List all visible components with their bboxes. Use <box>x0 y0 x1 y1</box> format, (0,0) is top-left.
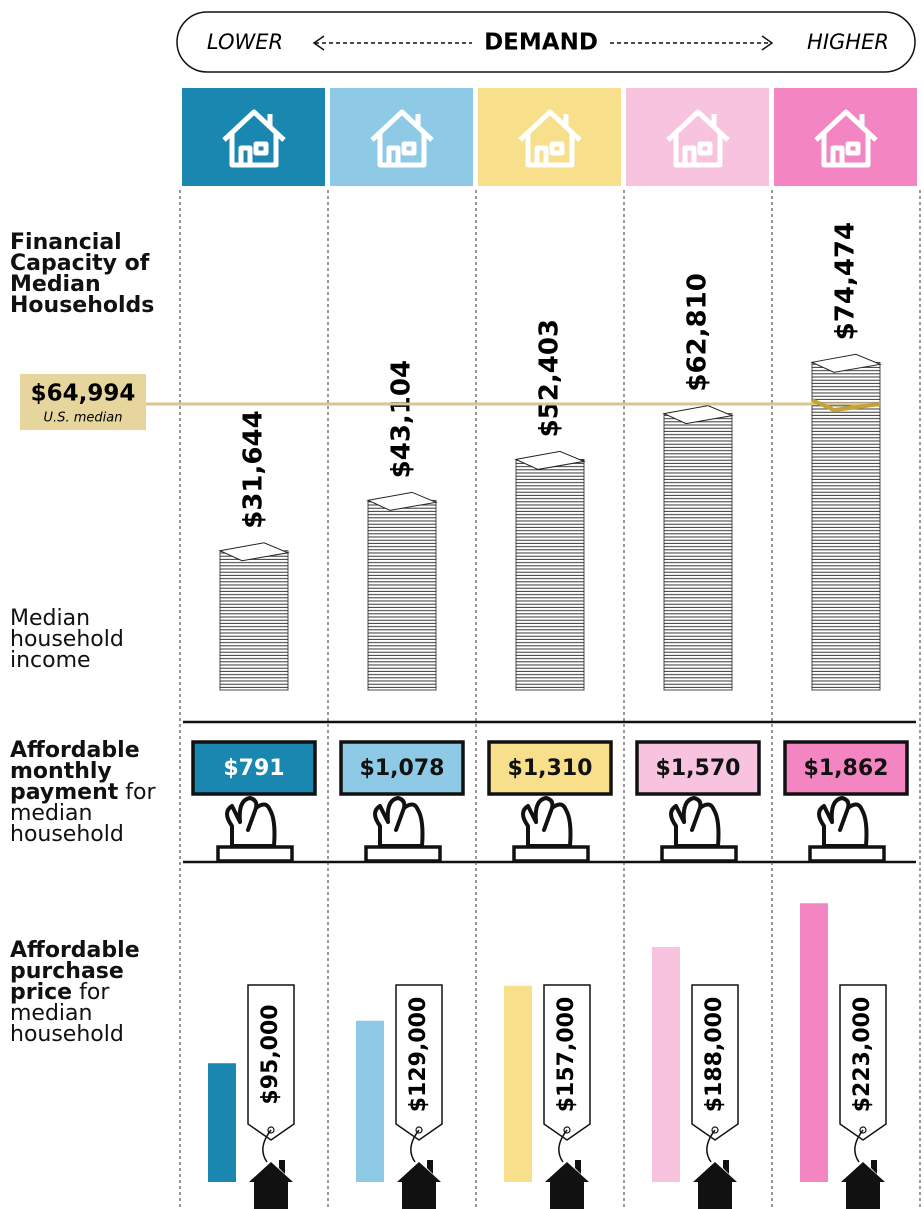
price-bar <box>208 1063 236 1182</box>
price-tag <box>543 984 591 1141</box>
price-tag <box>691 984 739 1141</box>
income-stack <box>515 459 585 691</box>
tag-string <box>410 1129 420 1163</box>
hand-cuff <box>660 845 738 863</box>
price-value-label: $188,000 <box>702 997 727 1113</box>
reference-crossing <box>811 398 881 413</box>
house-tile <box>478 88 621 186</box>
demand-title: DEMAND <box>484 30 598 56</box>
hand-cuff <box>512 845 590 863</box>
arrow-right-head <box>761 35 774 51</box>
payment-sign <box>783 740 909 796</box>
hand <box>521 796 573 848</box>
income-label: Median household income <box>10 606 124 673</box>
income-value-label: $31,644 <box>239 410 269 528</box>
hand <box>225 796 277 848</box>
payment-sign <box>487 740 613 796</box>
house-silhouette <box>249 1160 293 1209</box>
hand <box>817 796 869 848</box>
house-icon <box>518 109 582 168</box>
tag-string <box>558 1129 568 1163</box>
house-silhouette <box>693 1160 737 1209</box>
demand-pill <box>176 11 916 73</box>
house-silhouette <box>841 1160 885 1209</box>
payment-value-label: $1,570 <box>656 756 741 781</box>
payment-sign <box>339 740 465 796</box>
house-silhouette <box>545 1160 589 1209</box>
income-value-label: $52,403 <box>535 319 565 437</box>
payment-sign <box>635 740 761 796</box>
stack-top <box>366 491 438 511</box>
hand-cuff <box>216 845 294 863</box>
price-tag <box>247 984 295 1141</box>
price-bar <box>652 947 680 1182</box>
payment-value-label: $1,310 <box>508 756 593 781</box>
price-value-label: $95,000 <box>258 1004 283 1104</box>
income-value-label: $62,810 <box>683 273 713 391</box>
house-icon <box>222 109 286 168</box>
income-value-label: $74,474 <box>831 222 861 340</box>
hand-cuff <box>364 845 442 863</box>
reference-value-label: $64,994 <box>31 381 136 407</box>
stack-top <box>218 542 290 562</box>
income-title: Financial Capacity of Median Households <box>10 230 155 318</box>
demand-high: HIGHER <box>807 30 889 54</box>
income-stack <box>367 499 437 691</box>
stack-top <box>810 353 882 373</box>
tag-string <box>854 1129 864 1163</box>
house-icon <box>814 109 878 168</box>
hand-cuff <box>808 845 886 863</box>
income-stack <box>219 550 289 691</box>
price-bar <box>356 1020 384 1182</box>
stack-top <box>662 405 734 425</box>
price-title-rest: for median household <box>10 980 124 1047</box>
reference-box <box>20 374 146 431</box>
payment-value-label: $791 <box>223 756 284 781</box>
arrow-left-head <box>312 35 325 51</box>
payment-value-label: $1,078 <box>360 756 445 781</box>
house-tile <box>626 88 769 186</box>
payment-value-label: $1,862 <box>804 756 889 781</box>
house-tile <box>182 88 325 186</box>
hand <box>373 796 425 848</box>
income-stack <box>663 413 733 691</box>
tag-string <box>262 1129 272 1163</box>
payment-title: Affordable monthly payment for median ho… <box>10 738 170 847</box>
house-tile <box>774 88 917 186</box>
income-value-label: $43,104 <box>387 360 417 478</box>
price-value-label: $157,000 <box>554 997 579 1113</box>
price-value-label: $129,000 <box>406 997 431 1113</box>
price-tag <box>839 984 887 1141</box>
income-stack <box>811 361 881 691</box>
tag-string <box>706 1129 716 1163</box>
price-value-label: $223,000 <box>850 997 875 1113</box>
price-title: Affordable purchase price for median hou… <box>10 938 160 1047</box>
hand <box>669 796 721 848</box>
payment-title-rest: for median household <box>10 780 156 847</box>
payment-title-bold: Affordable monthly payment <box>10 738 140 805</box>
house-silhouette <box>397 1160 441 1209</box>
house-tile <box>330 88 473 186</box>
price-bar <box>800 903 828 1182</box>
house-icon <box>666 109 730 168</box>
price-title-bold: Affordable purchase price <box>10 938 140 1005</box>
stack-top <box>514 450 586 470</box>
demand-low: LOWER <box>207 30 283 54</box>
payment-sign <box>191 740 317 796</box>
price-bar <box>504 985 532 1182</box>
reference-name: U.S. median <box>44 411 123 426</box>
house-icon <box>370 109 434 168</box>
price-tag <box>395 984 443 1141</box>
